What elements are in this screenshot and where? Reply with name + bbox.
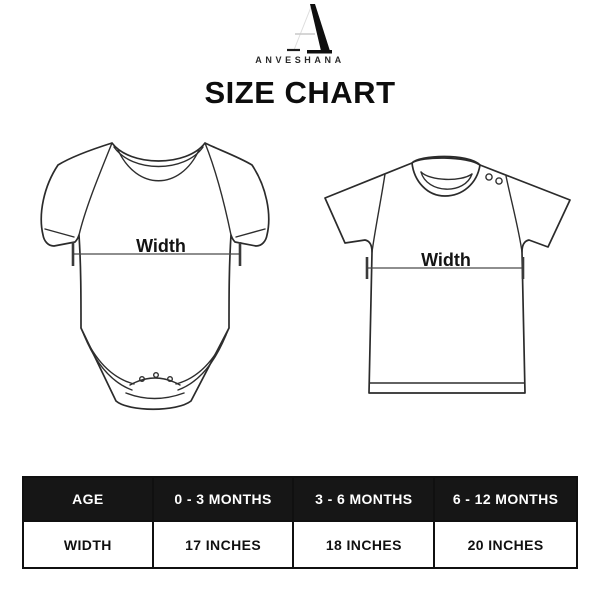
brand-name: ANVESHANA — [255, 55, 345, 65]
header-cell-3-6-months: 3 - 6 MONTHS — [294, 478, 436, 520]
snap-button — [138, 375, 145, 382]
snap-button — [485, 173, 493, 181]
snap-button — [495, 177, 503, 185]
cell-width-label: WIDTH — [24, 522, 154, 567]
header-cell-6-12-months: 6 - 12 MONTHS — [452, 491, 559, 507]
table-width-row: WIDTH 17 INCHES 18 INCHES 20 INCHES — [24, 520, 576, 567]
snap-button — [166, 375, 173, 382]
size-table: AGE 0 - 3 MONTHS 3 - 6 MONTHS 6 - 12 MON… — [22, 476, 578, 569]
cell-width-0-3: 17 INCHES — [154, 522, 295, 567]
cell-width-3-6: 18 INCHES — [294, 522, 436, 567]
page-title: SIZE CHART — [204, 75, 396, 110]
bodysuit-diagram: Width — [40, 142, 270, 411]
table-header-row: AGE 0 - 3 MONTHS 3 - 6 MONTHS 6 - 12 MON… — [24, 478, 576, 520]
brand-logo-a-icon — [287, 4, 332, 54]
header-cell-age: AGE — [24, 478, 154, 520]
tshirt-width-label: Width — [421, 250, 471, 270]
header-cell-0-3-months: 0 - 3 MONTHS — [154, 478, 295, 520]
tshirt-diagram: Width — [324, 155, 571, 394]
snap-button — [152, 371, 159, 378]
cell-width-6-12: 20 INCHES — [467, 536, 544, 553]
bodysuit-width-label: Width — [136, 236, 186, 256]
